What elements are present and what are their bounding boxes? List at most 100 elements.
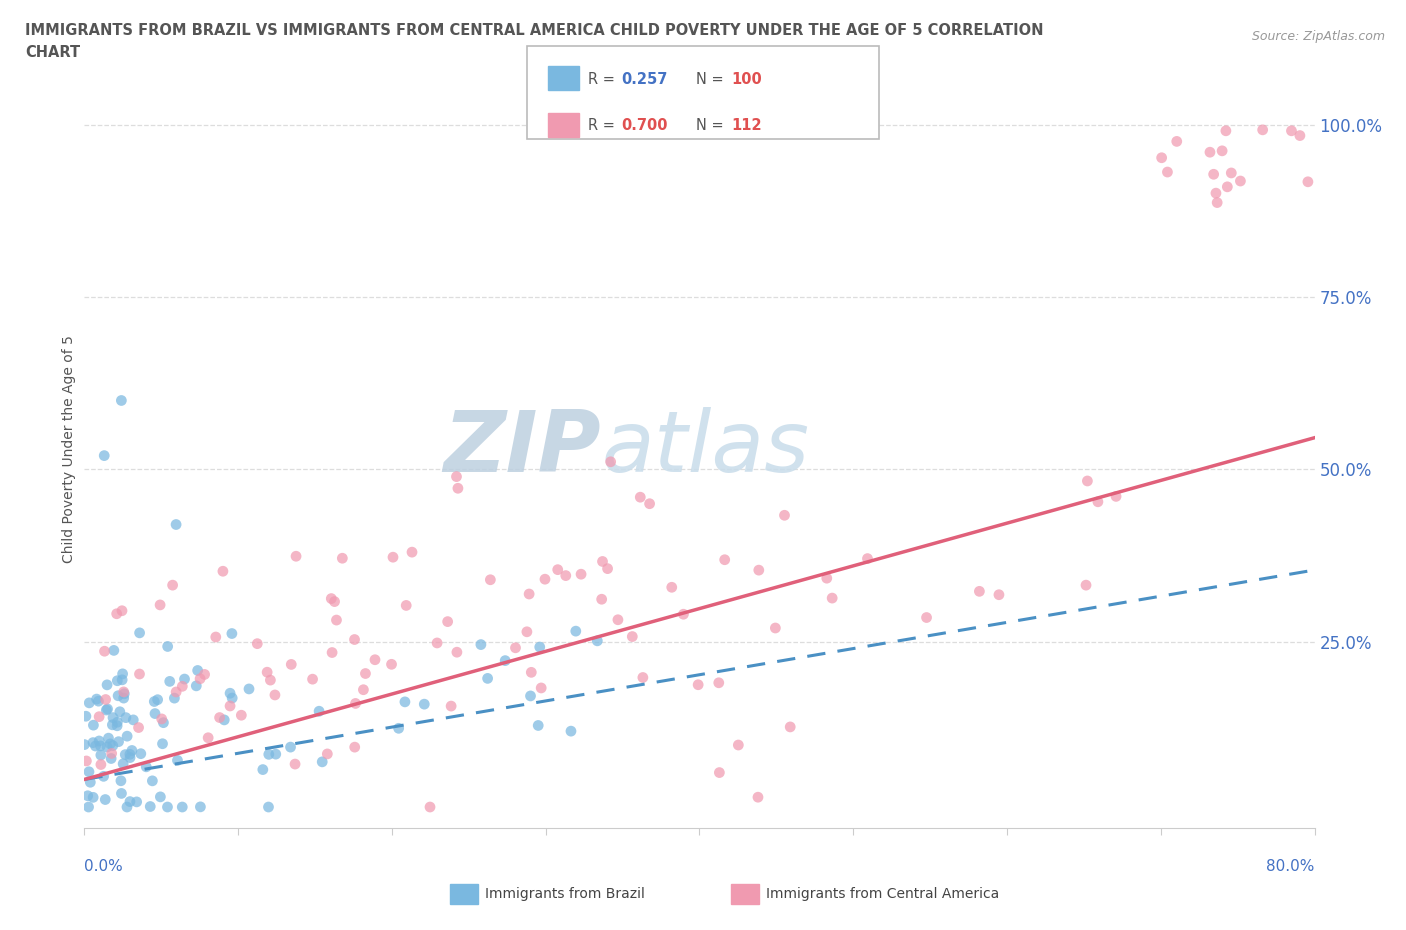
Point (115, 729, 138, 744)
Text: N =: N = (696, 118, 728, 133)
Point (79, 775, 101, 790)
Text: ZIP: ZIP (443, 407, 602, 490)
Point (143, 694, 166, 709)
Text: 100: 100 (731, 72, 762, 86)
Point (149, 597, 172, 612)
Point (115, 711, 138, 725)
Point (82, 735, 104, 750)
Point (419, 800, 441, 815)
Point (479, 572, 502, 587)
Point (89, 710, 111, 724)
Point (76, 789, 98, 804)
Point (1166, 134, 1188, 149)
Point (96, 702, 118, 717)
Point (308, 704, 330, 719)
Point (212, 564, 235, 578)
Point (93, 769, 115, 784)
Point (1205, 186, 1227, 201)
Point (1216, 179, 1239, 194)
Text: CHART: CHART (25, 45, 80, 60)
Point (186, 678, 208, 693)
Point (149, 790, 172, 804)
Point (748, 563, 770, 578)
Point (446, 644, 468, 659)
Point (1296, 174, 1319, 189)
Point (90, 757, 112, 772)
Point (599, 455, 621, 470)
Point (105, 673, 128, 688)
Point (1202, 166, 1225, 181)
Point (330, 551, 353, 565)
Point (638, 497, 661, 512)
Point (135, 760, 157, 775)
Point (530, 681, 553, 696)
Point (1251, 123, 1274, 138)
Point (815, 571, 838, 586)
Point (165, 684, 187, 699)
Point (208, 711, 231, 725)
Point (112, 686, 135, 701)
Point (152, 715, 174, 730)
Point (156, 639, 179, 654)
Point (606, 612, 628, 627)
Point (110, 786, 132, 801)
Point (97, 731, 120, 746)
Point (779, 720, 801, 735)
Point (122, 712, 145, 727)
Point (166, 753, 188, 768)
Point (121, 743, 143, 758)
Point (517, 587, 540, 602)
Point (1289, 128, 1312, 143)
Point (162, 578, 184, 592)
Point (1206, 195, 1229, 210)
Point (98, 737, 121, 751)
Point (264, 687, 287, 702)
Point (128, 720, 150, 735)
Point (321, 591, 343, 606)
Point (621, 629, 644, 644)
Point (257, 800, 280, 815)
Point (821, 591, 844, 605)
Point (93, 448, 115, 463)
Point (1074, 578, 1097, 592)
Point (440, 698, 463, 713)
Point (413, 697, 436, 711)
Point (96, 701, 118, 716)
Point (280, 657, 302, 671)
Point (280, 739, 302, 754)
Text: 80.0%: 80.0% (1267, 859, 1315, 874)
Point (707, 675, 730, 690)
Point (516, 624, 538, 639)
Point (150, 711, 173, 726)
Point (560, 724, 582, 738)
Point (1076, 473, 1098, 488)
Point (82, 790, 104, 804)
Point (110, 393, 132, 408)
Point (129, 746, 152, 761)
Point (628, 490, 651, 505)
Point (107, 734, 129, 749)
Point (915, 610, 938, 625)
Point (172, 679, 194, 694)
Point (426, 635, 449, 650)
Y-axis label: Child Poverty Under the Age of 5: Child Poverty Under the Age of 5 (62, 335, 76, 563)
Point (94, 792, 117, 807)
Point (219, 698, 242, 713)
Point (107, 688, 129, 703)
Point (146, 692, 169, 707)
Point (1105, 489, 1128, 504)
Point (1229, 174, 1251, 189)
Point (257, 747, 280, 762)
Text: 0.700: 0.700 (621, 118, 668, 133)
Point (115, 800, 138, 815)
Point (96, 677, 118, 692)
Point (105, 715, 128, 730)
Point (77, 800, 100, 815)
Point (1150, 151, 1173, 166)
Point (592, 554, 614, 569)
Point (105, 718, 128, 733)
Point (591, 591, 613, 606)
Point (112, 756, 135, 771)
Point (197, 730, 219, 745)
Point (344, 696, 367, 711)
